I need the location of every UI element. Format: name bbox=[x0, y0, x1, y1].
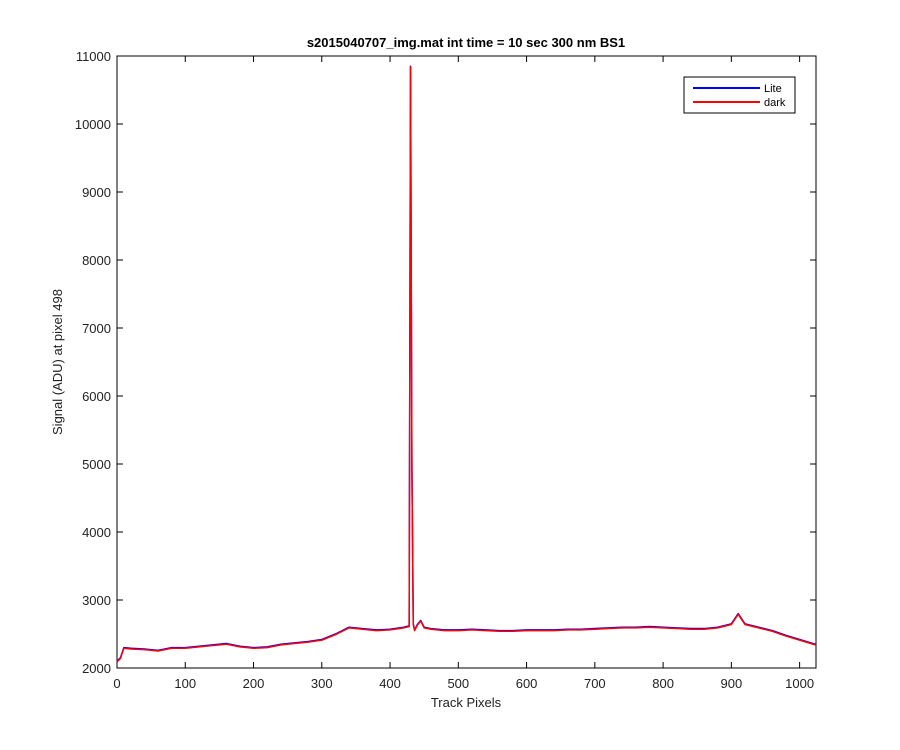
y-tick-label: 7000 bbox=[82, 321, 111, 336]
y-tick-label: 6000 bbox=[82, 389, 111, 404]
legend-label-lite: Lite bbox=[764, 83, 782, 95]
y-tick-label: 11000 bbox=[76, 49, 111, 64]
y-tick-label: 3000 bbox=[82, 593, 111, 608]
series-line-dark bbox=[116, 66, 816, 663]
x-tick-label: 900 bbox=[721, 676, 743, 691]
y-axis-title: Signal (ADU) at pixel 498 bbox=[50, 289, 65, 435]
x-tick-label: 400 bbox=[379, 676, 401, 691]
legend-label-dark: dark bbox=[764, 97, 786, 109]
legend: Lite dark bbox=[683, 76, 796, 114]
x-tick-label: 800 bbox=[652, 676, 674, 691]
series-layer bbox=[116, 65, 816, 663]
x-tick-label: 0 bbox=[113, 676, 120, 691]
y-tick-label: 8000 bbox=[82, 253, 111, 268]
plot-area bbox=[116, 55, 817, 669]
y-tick-label: 4000 bbox=[82, 525, 111, 540]
y-tick-label: 9000 bbox=[82, 185, 111, 200]
y-tick-label: 5000 bbox=[82, 457, 111, 472]
x-tick-label: 500 bbox=[447, 676, 469, 691]
x-tick-label: 200 bbox=[243, 676, 265, 691]
x-tick-label: 700 bbox=[584, 676, 606, 691]
x-tick-label: 300 bbox=[311, 676, 333, 691]
tick-layer: 0 100 200 300 400 500 600 700 800 900 1000 2000 3000… bbox=[75, 49, 816, 691]
x-tick-label: 100 bbox=[174, 676, 196, 691]
y-tick-label: 2000 bbox=[82, 661, 111, 676]
x-tick-label: 1000 bbox=[785, 676, 814, 691]
x-tick-label: 600 bbox=[516, 676, 538, 691]
legend-box bbox=[683, 76, 796, 114]
x-axis-title: Track Pixels bbox=[431, 695, 502, 710]
y-tick-label: 10000 bbox=[75, 117, 111, 132]
chart-title: s2015040707_img.mat int time = 10 sec 30… bbox=[307, 35, 625, 50]
